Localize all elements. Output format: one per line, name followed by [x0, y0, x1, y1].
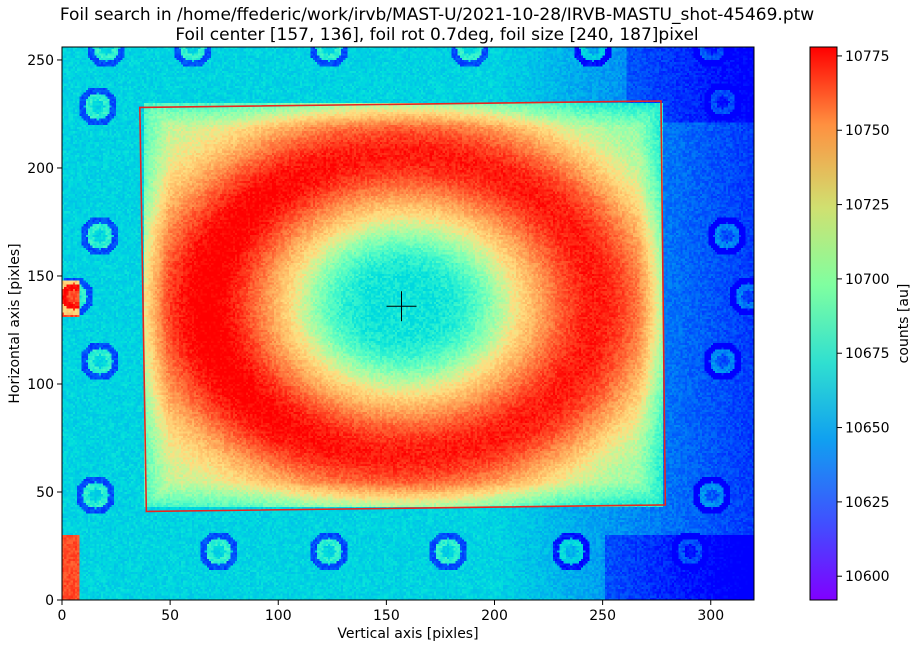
y-tick-label: 150: [27, 269, 54, 285]
colorbar-tick-label: 10725: [845, 198, 890, 214]
x-axis-label: Vertical axis [pixles]: [337, 626, 478, 642]
y-tick-label: 0: [45, 593, 54, 609]
y-axis-label: Horizontal axis [pixles]: [7, 243, 23, 403]
plot-frame: [61, 46, 755, 601]
x-tick-label: 100: [265, 608, 292, 624]
heatmap-image: [62, 47, 754, 600]
colorbar-tick-label: 10700: [845, 272, 890, 288]
foil-outline: [139, 100, 667, 513]
colorbar-tick-label: 10600: [845, 569, 890, 585]
colorbar-tick-label: 10750: [845, 123, 890, 139]
x-tick-label: 200: [481, 608, 508, 624]
colorbar-tick-label: 10775: [845, 49, 890, 65]
colorbar-tick-label: 10675: [845, 346, 890, 362]
colorbar-label: counts [au]: [896, 284, 912, 364]
colorbar-tick-label: 10625: [845, 495, 890, 511]
chart-title-line2: Foil center [157, 136], foil rot 0.7deg,…: [175, 25, 699, 45]
chart-title-line1: Foil search in /home/ffederic/work/irvb/…: [59, 5, 815, 25]
x-tick-label: 0: [58, 608, 67, 624]
colorbar-tick-label: 10650: [845, 421, 890, 437]
x-tick-label: 50: [161, 608, 179, 624]
colorbar: [809, 46, 838, 601]
y-tick-label: 50: [36, 485, 54, 501]
y-tick-label: 100: [27, 377, 54, 393]
x-tick-label: 300: [697, 608, 724, 624]
y-tick-label: 200: [27, 161, 54, 177]
x-tick-label: 250: [589, 608, 616, 624]
x-tick-label: 150: [373, 608, 400, 624]
y-tick-label: 250: [27, 53, 54, 69]
